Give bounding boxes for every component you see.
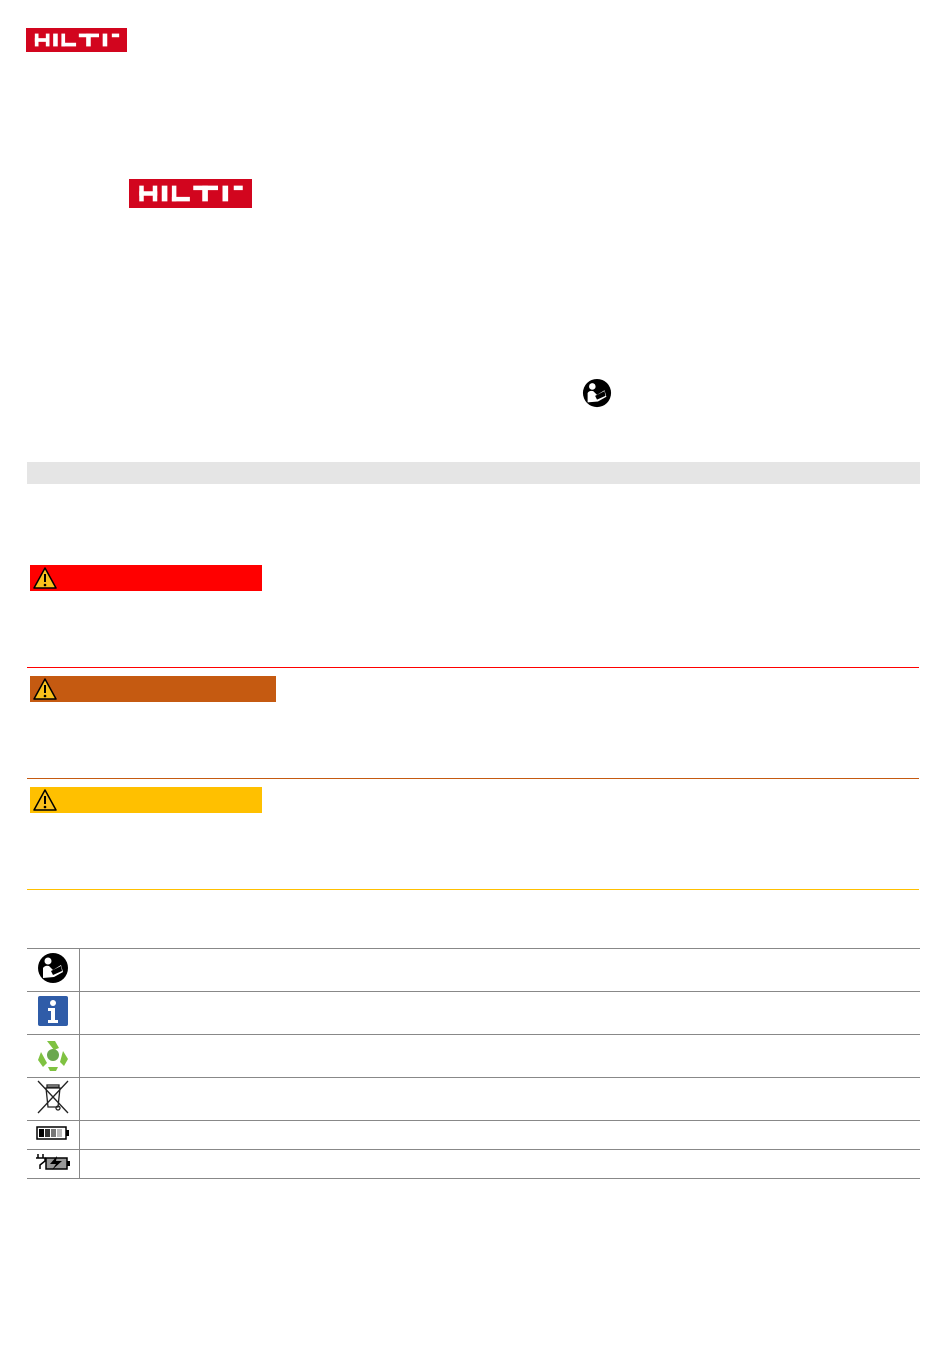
warning-triangle-icon	[33, 789, 57, 811]
battery-icon	[36, 1125, 69, 1140]
read-manual-icon	[582, 378, 612, 408]
crossed-bin-icon	[37, 1080, 69, 1113]
table-row	[27, 1120, 920, 1150]
table-row	[27, 948, 920, 992]
section-band	[27, 462, 920, 484]
danger-banner	[30, 565, 262, 591]
hilti-logo	[133, 180, 249, 207]
read-manual-icon	[37, 952, 69, 984]
table-row	[27, 1149, 920, 1179]
cover-logo	[129, 179, 252, 208]
danger-divider	[27, 667, 919, 668]
warning-triangle-icon	[33, 678, 57, 700]
recycle-icon	[38, 1040, 68, 1071]
table-row	[27, 1034, 920, 1078]
info-icon	[38, 995, 68, 1026]
table-row	[27, 1077, 920, 1121]
header-logo	[26, 28, 127, 52]
caution-divider	[27, 889, 919, 890]
table-row	[27, 991, 920, 1035]
charger-icon	[36, 1153, 70, 1170]
warning-triangle-icon	[33, 567, 57, 589]
symbols-table	[27, 948, 920, 1179]
warning-divider	[27, 778, 919, 779]
warning-banner	[30, 676, 276, 702]
hilti-logo	[29, 29, 125, 51]
caution-banner	[30, 787, 262, 813]
